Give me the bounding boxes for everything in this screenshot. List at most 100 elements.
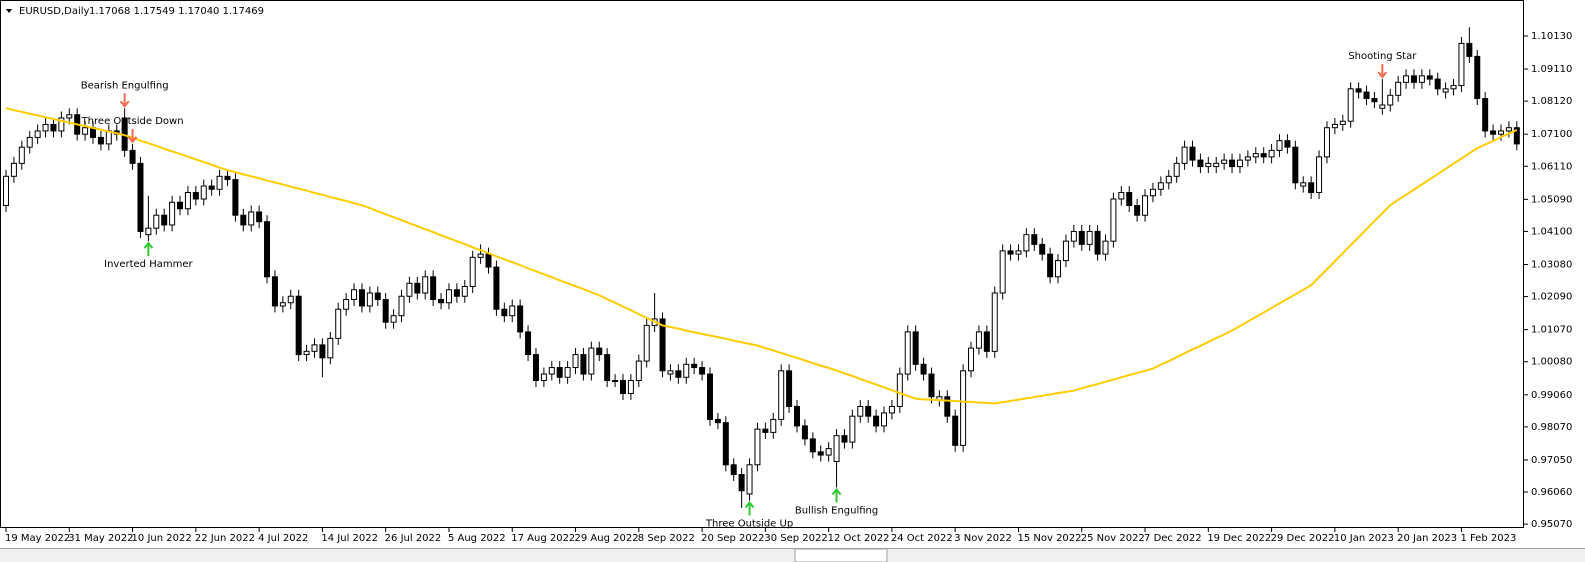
candle-body: [1426, 75, 1433, 80]
x-tick-label: 5 Aug 2022: [448, 533, 506, 544]
candle-body: [240, 214, 247, 226]
pattern-arrow: [744, 500, 755, 516]
candle-body: [714, 418, 721, 424]
candle-body: [1157, 182, 1164, 190]
y-tick-label: 0.99060: [1531, 390, 1572, 401]
candle-body: [1197, 159, 1204, 168]
x-tick-label: 29 Dec 2022: [1271, 533, 1335, 544]
pattern-label: Bullish Engulfing: [795, 505, 878, 516]
candle-body: [445, 289, 452, 304]
candle-body: [1403, 75, 1410, 83]
candle-body: [3, 175, 9, 206]
candle-body: [319, 344, 326, 359]
pattern-arrow: [831, 487, 842, 503]
y-tick-label: 1.10130: [1531, 31, 1572, 42]
candle-body: [264, 221, 271, 278]
y-tick-label: 1.02090: [1531, 292, 1572, 303]
x-tick-label: 30 Sep 2022: [764, 533, 827, 544]
candle-body: [374, 292, 381, 300]
candle-body: [256, 211, 263, 223]
candle-body: [1371, 98, 1378, 103]
x-tick-label: 20 Jan 2023: [1397, 533, 1457, 544]
candle-body: [1221, 159, 1228, 164]
candle-body: [232, 179, 239, 216]
candle-body: [26, 136, 33, 148]
candle-body: [18, 146, 25, 164]
candle-body: [1102, 240, 1109, 255]
candle-body: [778, 370, 785, 420]
candle-body: [1149, 188, 1156, 197]
candle-body: [1086, 230, 1093, 245]
y-tick-label: 1.06110: [1531, 161, 1572, 172]
candle-body: [920, 363, 927, 375]
candle-body: [406, 282, 413, 297]
candle-body: [358, 289, 365, 307]
candle-body: [1142, 195, 1149, 216]
candle-body: [1055, 260, 1062, 278]
candle-body: [1339, 120, 1346, 125]
candle-body: [430, 276, 437, 300]
menu-triangle[interactable]: [6, 9, 12, 13]
candle-body: [683, 363, 690, 378]
candle-body: [1015, 250, 1022, 255]
candle-body: [596, 347, 603, 356]
candle-body: [691, 363, 698, 369]
candle-body: [58, 117, 65, 132]
candle-body: [833, 435, 840, 463]
candle-body: [271, 276, 278, 307]
candle-body: [1078, 230, 1085, 245]
candle-body: [904, 331, 911, 375]
candle-body: [770, 418, 777, 433]
candle-body: [1244, 156, 1251, 161]
pattern-label: Bearish Engulfing: [81, 80, 169, 91]
candle-body: [169, 201, 176, 226]
candle-body: [1094, 230, 1101, 255]
candle-body: [453, 289, 460, 297]
candle-body: [1205, 162, 1212, 168]
candle-body: [1039, 243, 1046, 255]
candle-body: [327, 337, 334, 359]
candle-body: [1513, 127, 1520, 145]
candle-body: [548, 367, 555, 375]
candle-body: [485, 253, 492, 268]
candle-body: [991, 292, 998, 352]
candle-body: [762, 428, 769, 433]
candle-body: [1173, 162, 1180, 177]
candle-body: [627, 380, 634, 394]
x-tick-label: 15 Nov 2022: [1017, 533, 1081, 544]
candle-body: [944, 396, 951, 417]
candle-body: [1213, 162, 1220, 168]
pattern-arrow: [143, 241, 154, 257]
x-tick-label: 22 Jun 2022: [195, 533, 255, 544]
candle-body: [564, 367, 571, 378]
y-tick-label: 1.00080: [1531, 357, 1572, 368]
scrollbar-thumb[interactable]: [794, 548, 888, 562]
candle-body: [97, 136, 104, 145]
candle-body: [1450, 85, 1457, 90]
candle-body: [295, 295, 302, 356]
candle-body: [873, 415, 880, 427]
candle-body: [517, 305, 524, 333]
candle-body: [888, 405, 895, 414]
candle-body: [145, 227, 152, 236]
candle-body: [1347, 88, 1354, 122]
y-tick-label: 0.97050: [1531, 455, 1572, 466]
candle-body: [382, 298, 389, 323]
candle-body: [1458, 42, 1465, 87]
plot-frame: [0, 0, 1524, 528]
x-tick-label: 14 Jul 2022: [321, 533, 378, 544]
y-tick-label: 1.04100: [1531, 226, 1572, 237]
candle-body: [1007, 250, 1014, 255]
y-tick-label: 1.03080: [1531, 259, 1572, 270]
candle-body: [1268, 149, 1275, 158]
candle-body: [881, 412, 888, 427]
candle-body: [311, 344, 318, 352]
y-tick-label: 1.07100: [1531, 129, 1572, 140]
candle-body: [1331, 123, 1338, 129]
candle-body: [952, 415, 959, 446]
x-tick-label: 17 Aug 2022: [511, 533, 575, 544]
candle-body: [1355, 88, 1362, 93]
symbol-title: EURUSD,Daily: [19, 6, 90, 17]
candle-body: [588, 347, 595, 375]
